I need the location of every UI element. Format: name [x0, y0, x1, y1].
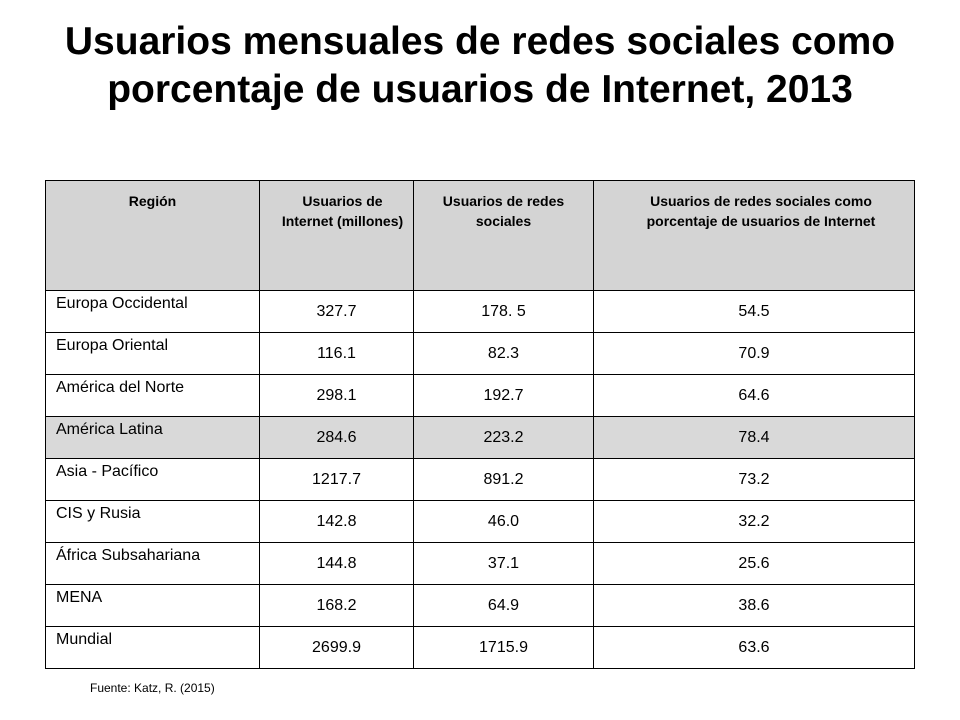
table-row: América del Norte 298.1 192.7 64.6: [45, 374, 915, 417]
column-header-region: Región: [45, 180, 260, 291]
percentage-cell: 38.6: [593, 584, 915, 627]
table-row: África Subsahariana 144.8 37.1 25.6: [45, 542, 915, 585]
table-row: MENA 168.2 64.9 38.6: [45, 584, 915, 627]
region-cell: América Latina: [45, 416, 260, 459]
internet-users-cell: 284.6: [259, 416, 414, 459]
internet-users-cell: 116.1: [259, 332, 414, 375]
region-cell: CIS y Rusia: [45, 500, 260, 543]
region-cell: MENA: [45, 584, 260, 627]
social-users-cell: 64.9: [413, 584, 594, 627]
region-cell: Mundial: [45, 626, 260, 669]
internet-users-cell: 327.7: [259, 290, 414, 333]
social-users-cell: 37.1: [413, 542, 594, 585]
internet-users-cell: 144.8: [259, 542, 414, 585]
social-users-cell: 891.2: [413, 458, 594, 501]
column-header-social-users: Usuarios de redes sociales: [413, 180, 594, 291]
internet-users-cell: 1217.7: [259, 458, 414, 501]
percentage-cell: 70.9: [593, 332, 915, 375]
internet-users-cell: 2699.9: [259, 626, 414, 669]
source-note: Fuente: Katz, R. (2015): [90, 681, 215, 695]
table-row: Asia - Pacífico 1217.7 891.2 73.2: [45, 458, 915, 501]
table-row: Mundial 2699.9 1715.9 63.6: [45, 626, 915, 669]
region-cell: Europa Oriental: [45, 332, 260, 375]
percentage-cell: 73.2: [593, 458, 915, 501]
internet-users-cell: 298.1: [259, 374, 414, 417]
table-header-row: Región Usuarios de Internet (millones) U…: [45, 180, 915, 291]
internet-users-cell: 142.8: [259, 500, 414, 543]
table-row: Europa Occidental 327.7 178. 5 54.5: [45, 290, 915, 333]
percentage-cell: 63.6: [593, 626, 915, 669]
social-users-cell: 82.3: [413, 332, 594, 375]
region-cell: América del Norte: [45, 374, 260, 417]
percentage-cell: 64.6: [593, 374, 915, 417]
region-cell: África Subsahariana: [45, 542, 260, 585]
region-cell: Europa Occidental: [45, 290, 260, 333]
social-users-cell: 178. 5: [413, 290, 594, 333]
column-header-percentage: Usuarios de redes sociales como porcenta…: [593, 180, 915, 291]
region-cell: Asia - Pacífico: [45, 458, 260, 501]
percentage-cell: 78.4: [593, 416, 915, 459]
percentage-cell: 25.6: [593, 542, 915, 585]
social-users-cell: 1715.9: [413, 626, 594, 669]
social-users-cell: 223.2: [413, 416, 594, 459]
table-row: Europa Oriental 116.1 82.3 70.9: [45, 332, 915, 375]
table-row: América Latina 284.6 223.2 78.4: [45, 416, 915, 459]
percentage-cell: 54.5: [593, 290, 915, 333]
table-row: CIS y Rusia 142.8 46.0 32.2: [45, 500, 915, 543]
internet-users-cell: 168.2: [259, 584, 414, 627]
social-users-cell: 46.0: [413, 500, 594, 543]
social-users-cell: 192.7: [413, 374, 594, 417]
column-header-internet-users: Usuarios de Internet (millones): [259, 180, 414, 291]
page-title: Usuarios mensuales de redes sociales com…: [64, 20, 896, 111]
percentage-cell: 32.2: [593, 500, 915, 543]
data-table: Región Usuarios de Internet (millones) U…: [45, 180, 915, 669]
